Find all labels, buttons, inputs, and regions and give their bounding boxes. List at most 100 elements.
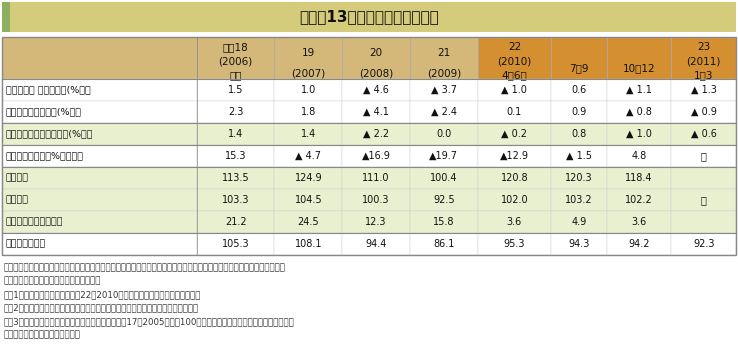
Bar <box>275 37 342 79</box>
Bar <box>477 233 551 255</box>
Bar <box>342 123 410 145</box>
Bar <box>551 233 607 255</box>
Text: 94.2: 94.2 <box>629 239 650 249</box>
Bar <box>275 79 342 101</box>
Bar <box>410 101 477 123</box>
Text: 20: 20 <box>370 48 383 58</box>
Bar <box>342 145 410 167</box>
Bar <box>551 37 607 79</box>
Text: 92.5: 92.5 <box>433 195 455 205</box>
Text: 94.4: 94.4 <box>365 239 387 249</box>
Text: 113.5: 113.5 <box>222 173 249 183</box>
Bar <box>2 79 197 101</box>
Text: ▲ 1.0: ▲ 1.0 <box>501 85 528 95</box>
Text: ▲12.9: ▲12.9 <box>500 151 529 161</box>
Text: 24.5: 24.5 <box>297 217 319 227</box>
Text: 102.0: 102.0 <box>500 195 528 205</box>
Text: 15.3: 15.3 <box>225 151 246 161</box>
Bar <box>551 101 607 123</box>
Text: ▲ 0.2: ▲ 0.2 <box>501 129 528 139</box>
Bar <box>275 123 342 145</box>
Text: 22: 22 <box>508 43 521 52</box>
Text: 0.8: 0.8 <box>571 129 587 139</box>
Text: 124.9: 124.9 <box>294 173 323 183</box>
Text: ▲ 1.1: ▲ 1.1 <box>627 85 652 95</box>
Text: 118.4: 118.4 <box>625 173 653 183</box>
Text: (2011): (2011) <box>686 57 721 66</box>
Text: 「鉱工業指数」を基に農林水産省で作成: 「鉱工業指数」を基に農林水産省で作成 <box>4 277 101 286</box>
Text: (2006): (2006) <box>218 57 253 66</box>
Bar <box>10 2 736 32</box>
Bar <box>410 123 477 145</box>
Text: (2010): (2010) <box>497 57 531 66</box>
Text: 10～12: 10～12 <box>623 64 655 74</box>
Text: ▲ 1.5: ▲ 1.5 <box>566 151 592 161</box>
Bar <box>551 167 607 189</box>
Bar <box>2 233 197 255</box>
Bar <box>607 167 672 189</box>
Bar <box>410 145 477 167</box>
Text: 2）設備投資はソフトウェア投資を除く数値（保険・金融業を含まない全業種）: 2）設備投資はソフトウェア投資を除く数値（保険・金融業を含まない全業種） <box>4 304 199 313</box>
Text: 表１－13　主要経済指標の推移: 表１－13 主要経済指標の推移 <box>299 9 439 25</box>
Text: 0.9: 0.9 <box>571 107 587 117</box>
Bar <box>672 101 736 123</box>
Text: 94.3: 94.3 <box>568 239 590 249</box>
Text: 23: 23 <box>697 43 711 52</box>
Text: ▲ 2.2: ▲ 2.2 <box>363 129 389 139</box>
Text: 国内総生産 名目成長率(%）＊: 国内総生産 名目成長率(%）＊ <box>6 86 91 95</box>
Text: 104.5: 104.5 <box>294 195 323 205</box>
Bar <box>342 233 410 255</box>
Bar <box>2 145 197 167</box>
Text: ▲ 2.4: ▲ 2.4 <box>431 107 457 117</box>
Bar <box>342 79 410 101</box>
Text: 経常収支　　（兆円）: 経常収支 （兆円） <box>6 217 63 226</box>
Bar <box>410 211 477 233</box>
Text: 鉱工業生産指数: 鉱工業生産指数 <box>6 239 46 248</box>
Bar <box>551 123 607 145</box>
Bar <box>2 2 10 32</box>
Text: 4.9: 4.9 <box>571 217 587 227</box>
Text: 0.1: 0.1 <box>507 107 522 117</box>
Bar <box>672 167 736 189</box>
Bar <box>197 167 275 189</box>
Bar <box>197 101 275 123</box>
Bar <box>197 145 275 167</box>
Text: 86.1: 86.1 <box>433 239 455 249</box>
Bar <box>410 167 477 189</box>
Bar <box>551 145 607 167</box>
Text: 105.3: 105.3 <box>222 239 249 249</box>
Bar <box>275 233 342 255</box>
Text: ▲ 1.3: ▲ 1.3 <box>691 85 717 95</box>
Text: 7～9: 7～9 <box>569 64 589 74</box>
Text: 120.3: 120.3 <box>565 173 593 183</box>
Text: 設備投資　　　（%）　　＊: 設備投資 （%） ＊ <box>6 152 84 161</box>
Text: (2008): (2008) <box>359 69 393 79</box>
Text: 21.2: 21.2 <box>225 217 246 227</box>
Bar <box>197 189 275 211</box>
Bar <box>197 233 275 255</box>
Text: －: － <box>701 195 707 205</box>
Bar <box>672 211 736 233</box>
Bar <box>672 189 736 211</box>
Text: 1.4: 1.4 <box>228 129 244 139</box>
Bar <box>607 233 672 255</box>
Text: ▲19.7: ▲19.7 <box>430 151 458 161</box>
Bar <box>672 145 736 167</box>
Bar <box>197 211 275 233</box>
Text: 注：1）＊は対前期増減率。平成22（2010）年度の四半期は季節調整済の数値: 注：1）＊は対前期増減率。平成22（2010）年度の四半期は季節調整済の数値 <box>4 290 201 299</box>
Text: 120.8: 120.8 <box>500 173 528 183</box>
Bar <box>2 211 197 233</box>
Text: 92.3: 92.3 <box>693 239 714 249</box>
Text: ▲ 4.7: ▲ 4.7 <box>295 151 321 161</box>
Text: ▲ 4.1: ▲ 4.1 <box>363 107 389 117</box>
Text: 実質輸出: 実質輸出 <box>6 174 29 183</box>
Text: (2009): (2009) <box>427 69 461 79</box>
Bar <box>477 123 551 145</box>
Text: 19: 19 <box>302 48 315 58</box>
Text: 3.6: 3.6 <box>507 217 522 227</box>
Text: ▲16.9: ▲16.9 <box>362 151 390 161</box>
Bar <box>551 79 607 101</box>
Text: (2007): (2007) <box>292 69 325 79</box>
Bar <box>477 189 551 211</box>
Bar <box>275 145 342 167</box>
